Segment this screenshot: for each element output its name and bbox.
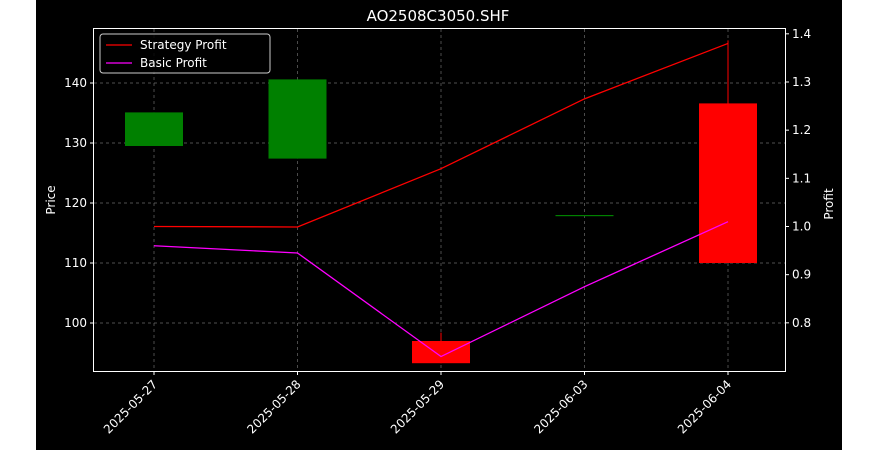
x-tick-label: 2025-05-27 [101,377,160,436]
candle-body [555,215,614,217]
candles [125,40,757,364]
series-line [153,221,729,358]
candle [412,332,470,364]
left-y-axis-label: Price [44,185,58,214]
profit-lines [153,42,729,358]
x-tick-label: 2025-06-04 [675,377,734,436]
candle-body [125,112,183,146]
candle-body [699,103,757,264]
y2-tick-label: 0.9 [792,268,811,282]
legend-label: Basic Profit [140,56,207,70]
y-tick-label: 100 [64,316,87,330]
candle-body [268,79,327,159]
y2-tick-label: 1.3 [792,75,811,89]
left-y-axis: 100 110 120 130 140 [64,76,94,330]
x-tick-label: 2025-05-28 [244,377,303,436]
right-y-axis: 0.8 0.9 1.0 1.1 1.2 1.3 1.4 [785,27,811,330]
y2-tick-label: 1.4 [792,27,811,41]
candle [125,112,183,146]
legend-frame [99,33,271,74]
legend-label: Strategy Profit [140,38,227,52]
candle [268,79,327,159]
y-tick-label: 110 [64,256,87,270]
y-tick-label: 140 [64,76,87,90]
y-tick-label: 120 [64,196,87,210]
x-axis: 2025-05-27 2025-05-28 2025-05-29 2025-06-03… [101,371,734,436]
y2-tick-label: 1.0 [792,219,811,233]
candlestick-chart: AO2508C3050.SHF 100 110 120 130 140 0.8 0.9 1.… [44,7,836,436]
series-line [153,42,729,228]
candle [555,215,614,217]
y-tick-label: 130 [64,136,87,150]
chart-title: AO2508C3050.SHF [367,7,510,25]
y2-tick-label: 1.2 [792,123,811,137]
y2-tick-label: 1.1 [792,171,811,185]
candle [699,40,757,264]
legend: Strategy Profit Basic Profit [99,33,271,74]
candle-body [412,341,470,364]
y2-tick-label: 0.8 [792,316,811,330]
right-y-axis-label: Profit [822,188,836,220]
x-tick-label: 2025-05-29 [388,377,447,436]
plot-frame [93,28,786,372]
figure: AO2508C3050.SHF 100 110 120 130 140 0.8 0.9 1.… [36,0,842,450]
grid-lines [94,29,785,371]
x-tick-label: 2025-06-03 [531,377,590,436]
